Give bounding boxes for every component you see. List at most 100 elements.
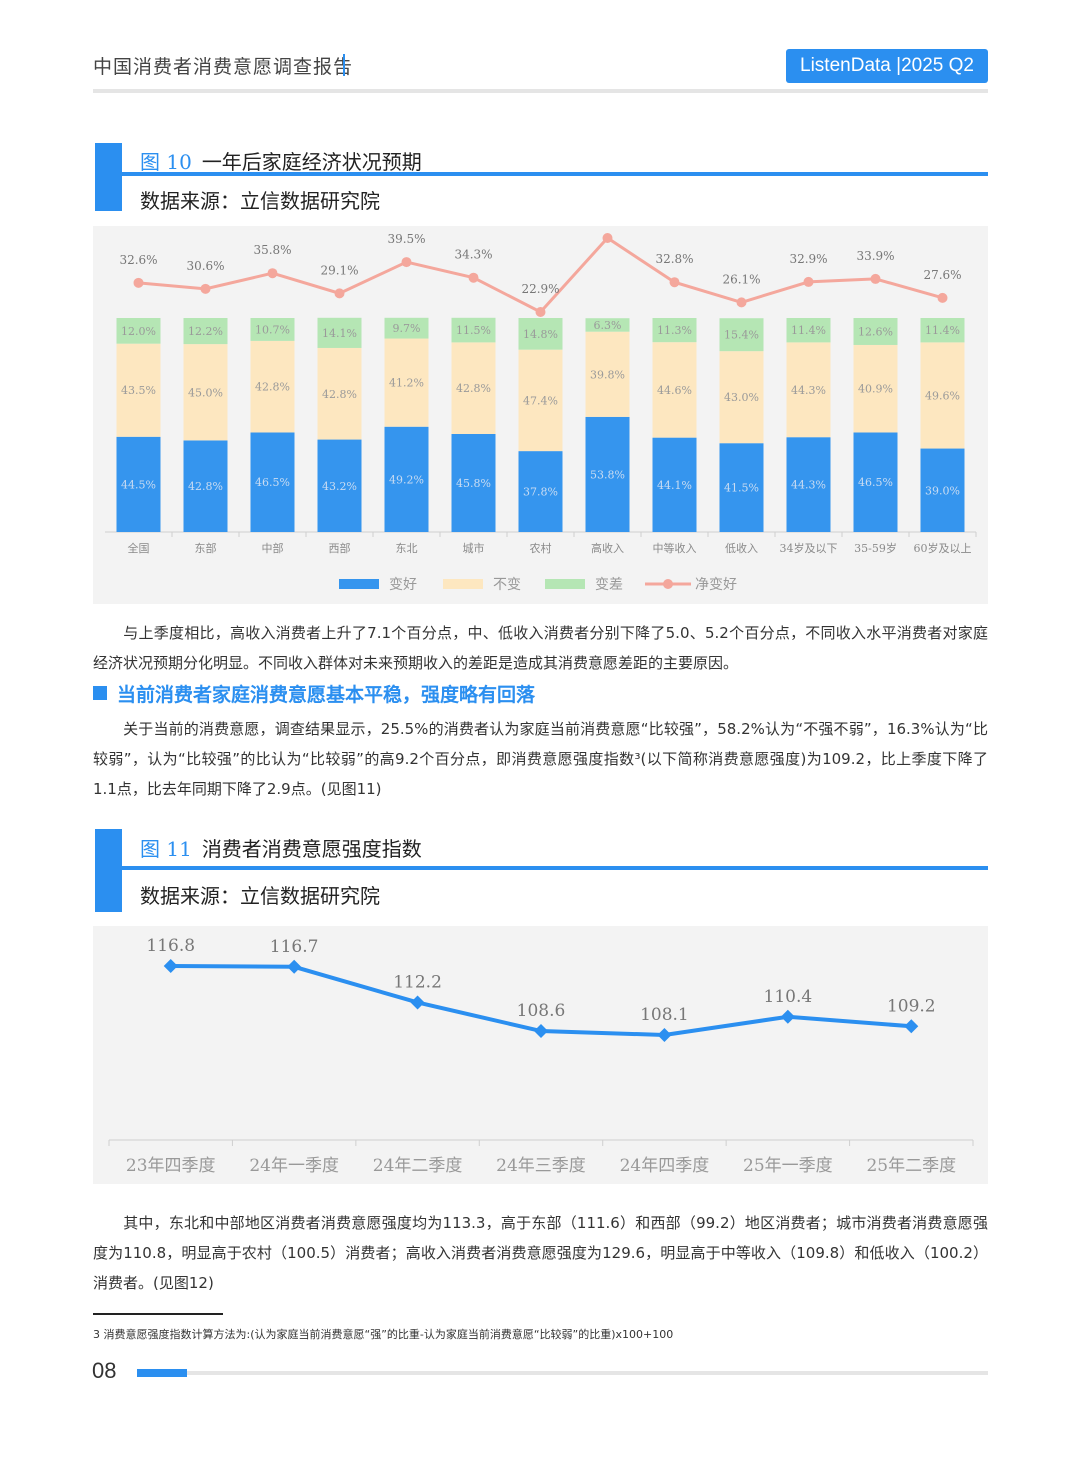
quarter-tick-label: 24年四季度 [620, 1156, 710, 1176]
index-label: 112.2 [393, 972, 442, 992]
bar-segment [116, 318, 161, 344]
bar-segment [384, 338, 429, 427]
data-label: 9.7% [393, 322, 421, 335]
legend-swatch [339, 579, 379, 589]
quarter-tick-label: 24年一季度 [249, 1156, 339, 1176]
data-label: 47.4% [523, 394, 558, 407]
net-better-point [401, 257, 412, 268]
data-label: 45.0% [188, 386, 223, 399]
data-label: 12.2% [188, 325, 223, 338]
quarter-tick-label: 23年四季度 [126, 1156, 216, 1176]
bar-segment [116, 343, 161, 437]
index-label: 110.4 [764, 987, 813, 1007]
net-better-point [803, 276, 814, 287]
paragraph-income-comparison: 与上季度相比，高收入消费者上升了7.1个百分点，中、低收入消费者分别下降了5.0… [93, 618, 988, 678]
data-label: 42.8% [456, 382, 491, 395]
legend-label: 变差 [595, 577, 623, 593]
data-label: 44.6% [657, 384, 692, 397]
bar-segment [786, 437, 831, 532]
bar-segment [451, 317, 496, 343]
figure-rule [122, 172, 988, 176]
net-better-point [870, 273, 881, 284]
report-badge: ListenData |2025 Q2 [786, 49, 988, 83]
data-label: 42.8% [322, 388, 357, 401]
category-tick-label: 城市 [463, 541, 485, 555]
category-tick-label: 中等收入 [653, 541, 697, 555]
figure-number: 图 10 [140, 150, 192, 174]
legend-swatch [443, 579, 483, 589]
figure-10-heading: 图 10 一年后家庭经济状况预期 数据来源：立信数据研究院 [95, 143, 988, 213]
bar-segment [786, 342, 831, 438]
figure-11-heading: 图 11 消费者消费意愿强度指数 数据来源：立信数据研究院 [95, 829, 988, 913]
paragraph-text: 与上季度相比，高收入消费者上升了7.1个百分点，中、低收入消费者分别下降了5.0… [93, 624, 988, 672]
bar-segment [853, 344, 898, 433]
bar-segment [652, 437, 697, 532]
bar-segment [384, 317, 429, 339]
figure-source: 数据来源：立信数据研究院 [140, 884, 380, 908]
header-rule [93, 89, 988, 93]
data-label: 41.5% [724, 482, 759, 495]
index-label: 108.6 [517, 1001, 566, 1021]
data-label: 11.3% [657, 324, 692, 337]
figure-rule [122, 866, 988, 870]
bar-segment [585, 331, 630, 417]
bar-segment [317, 317, 362, 348]
data-label: 42.8% [255, 381, 290, 394]
net-better-label: 35.8% [253, 243, 291, 257]
quarter-tick-label: 25年二季度 [866, 1156, 956, 1176]
figure-title-text: 消费者消费意愿强度指数 [201, 837, 422, 861]
section-heading-text: 当前消费者家庭消费意愿基本平稳，强度略有回落 [117, 684, 536, 706]
data-label: 44.3% [791, 384, 826, 397]
quarter-tick-label: 24年三季度 [496, 1156, 586, 1176]
bar-segment [116, 436, 161, 532]
legend-item: 不变 [443, 577, 521, 593]
data-label: 11.4% [925, 324, 960, 337]
data-label: 49.6% [925, 389, 960, 402]
section-heading: 当前消费者家庭消费意愿基本平稳，强度略有回落 [93, 680, 535, 707]
bar-segment [183, 344, 228, 441]
bar-segment [183, 440, 228, 532]
footnote: 3 消费意愿强度指数计算方法为:(认为家庭当前消费意愿“强”的比重-认为家庭当前… [93, 1328, 674, 1341]
net-better-point [200, 283, 211, 294]
square-bullet-icon [93, 686, 107, 700]
net-better-point [736, 297, 747, 308]
paragraph-text: 其中，东北和中部地区消费者消费意愿强度均为113.3，高于东部（111.6）和西… [93, 1214, 988, 1292]
data-label: 14.1% [322, 327, 357, 340]
bar-segment [585, 318, 630, 332]
data-label: 14.8% [523, 328, 558, 341]
category-tick-label: 34岁及以下 [780, 541, 838, 555]
index-point [904, 1019, 919, 1034]
figure-title: 图 10 一年后家庭经济状况预期 [140, 146, 422, 175]
legend-item: 变好 [339, 577, 417, 593]
index-label: 109.2 [887, 996, 936, 1016]
legend-label: 净变好 [695, 577, 737, 593]
bar-segment [585, 416, 630, 532]
bar-segment [451, 342, 496, 434]
category-tick-label: 东部 [195, 541, 217, 555]
legend-item: 变差 [545, 577, 623, 593]
figure-source: 数据来源：立信数据研究院 [140, 189, 380, 213]
quarter-tick-label: 25年一季度 [743, 1156, 833, 1176]
header-separator [343, 54, 345, 76]
bar-segment [920, 342, 965, 449]
net-better-point [937, 292, 948, 303]
net-better-label: 29.1% [320, 263, 358, 277]
bar-segment [250, 432, 295, 532]
footer-accent [137, 1369, 187, 1377]
index-point [780, 1009, 795, 1024]
legend-marker [663, 579, 673, 589]
bar-segment [518, 318, 563, 350]
bar-segment [652, 318, 697, 343]
index-label: 116.8 [146, 936, 195, 956]
bar-segment [451, 433, 496, 532]
category-tick-label: 西部 [329, 541, 351, 555]
data-label: 6.3% [594, 319, 622, 332]
data-label: 40.9% [858, 383, 893, 396]
net-better-label: 32.9% [789, 252, 827, 266]
net-better-label: 34.3% [454, 248, 492, 262]
data-label: 44.5% [121, 478, 156, 491]
paragraph-consumption-intent: 关于当前的消费意愿，调查结果显示，25.5%的消费者认为家庭当前消费意愿“比较强… [93, 714, 988, 804]
data-label: 11.5% [456, 324, 491, 337]
bar-segment [719, 318, 764, 352]
data-label: 11.4% [791, 324, 826, 337]
